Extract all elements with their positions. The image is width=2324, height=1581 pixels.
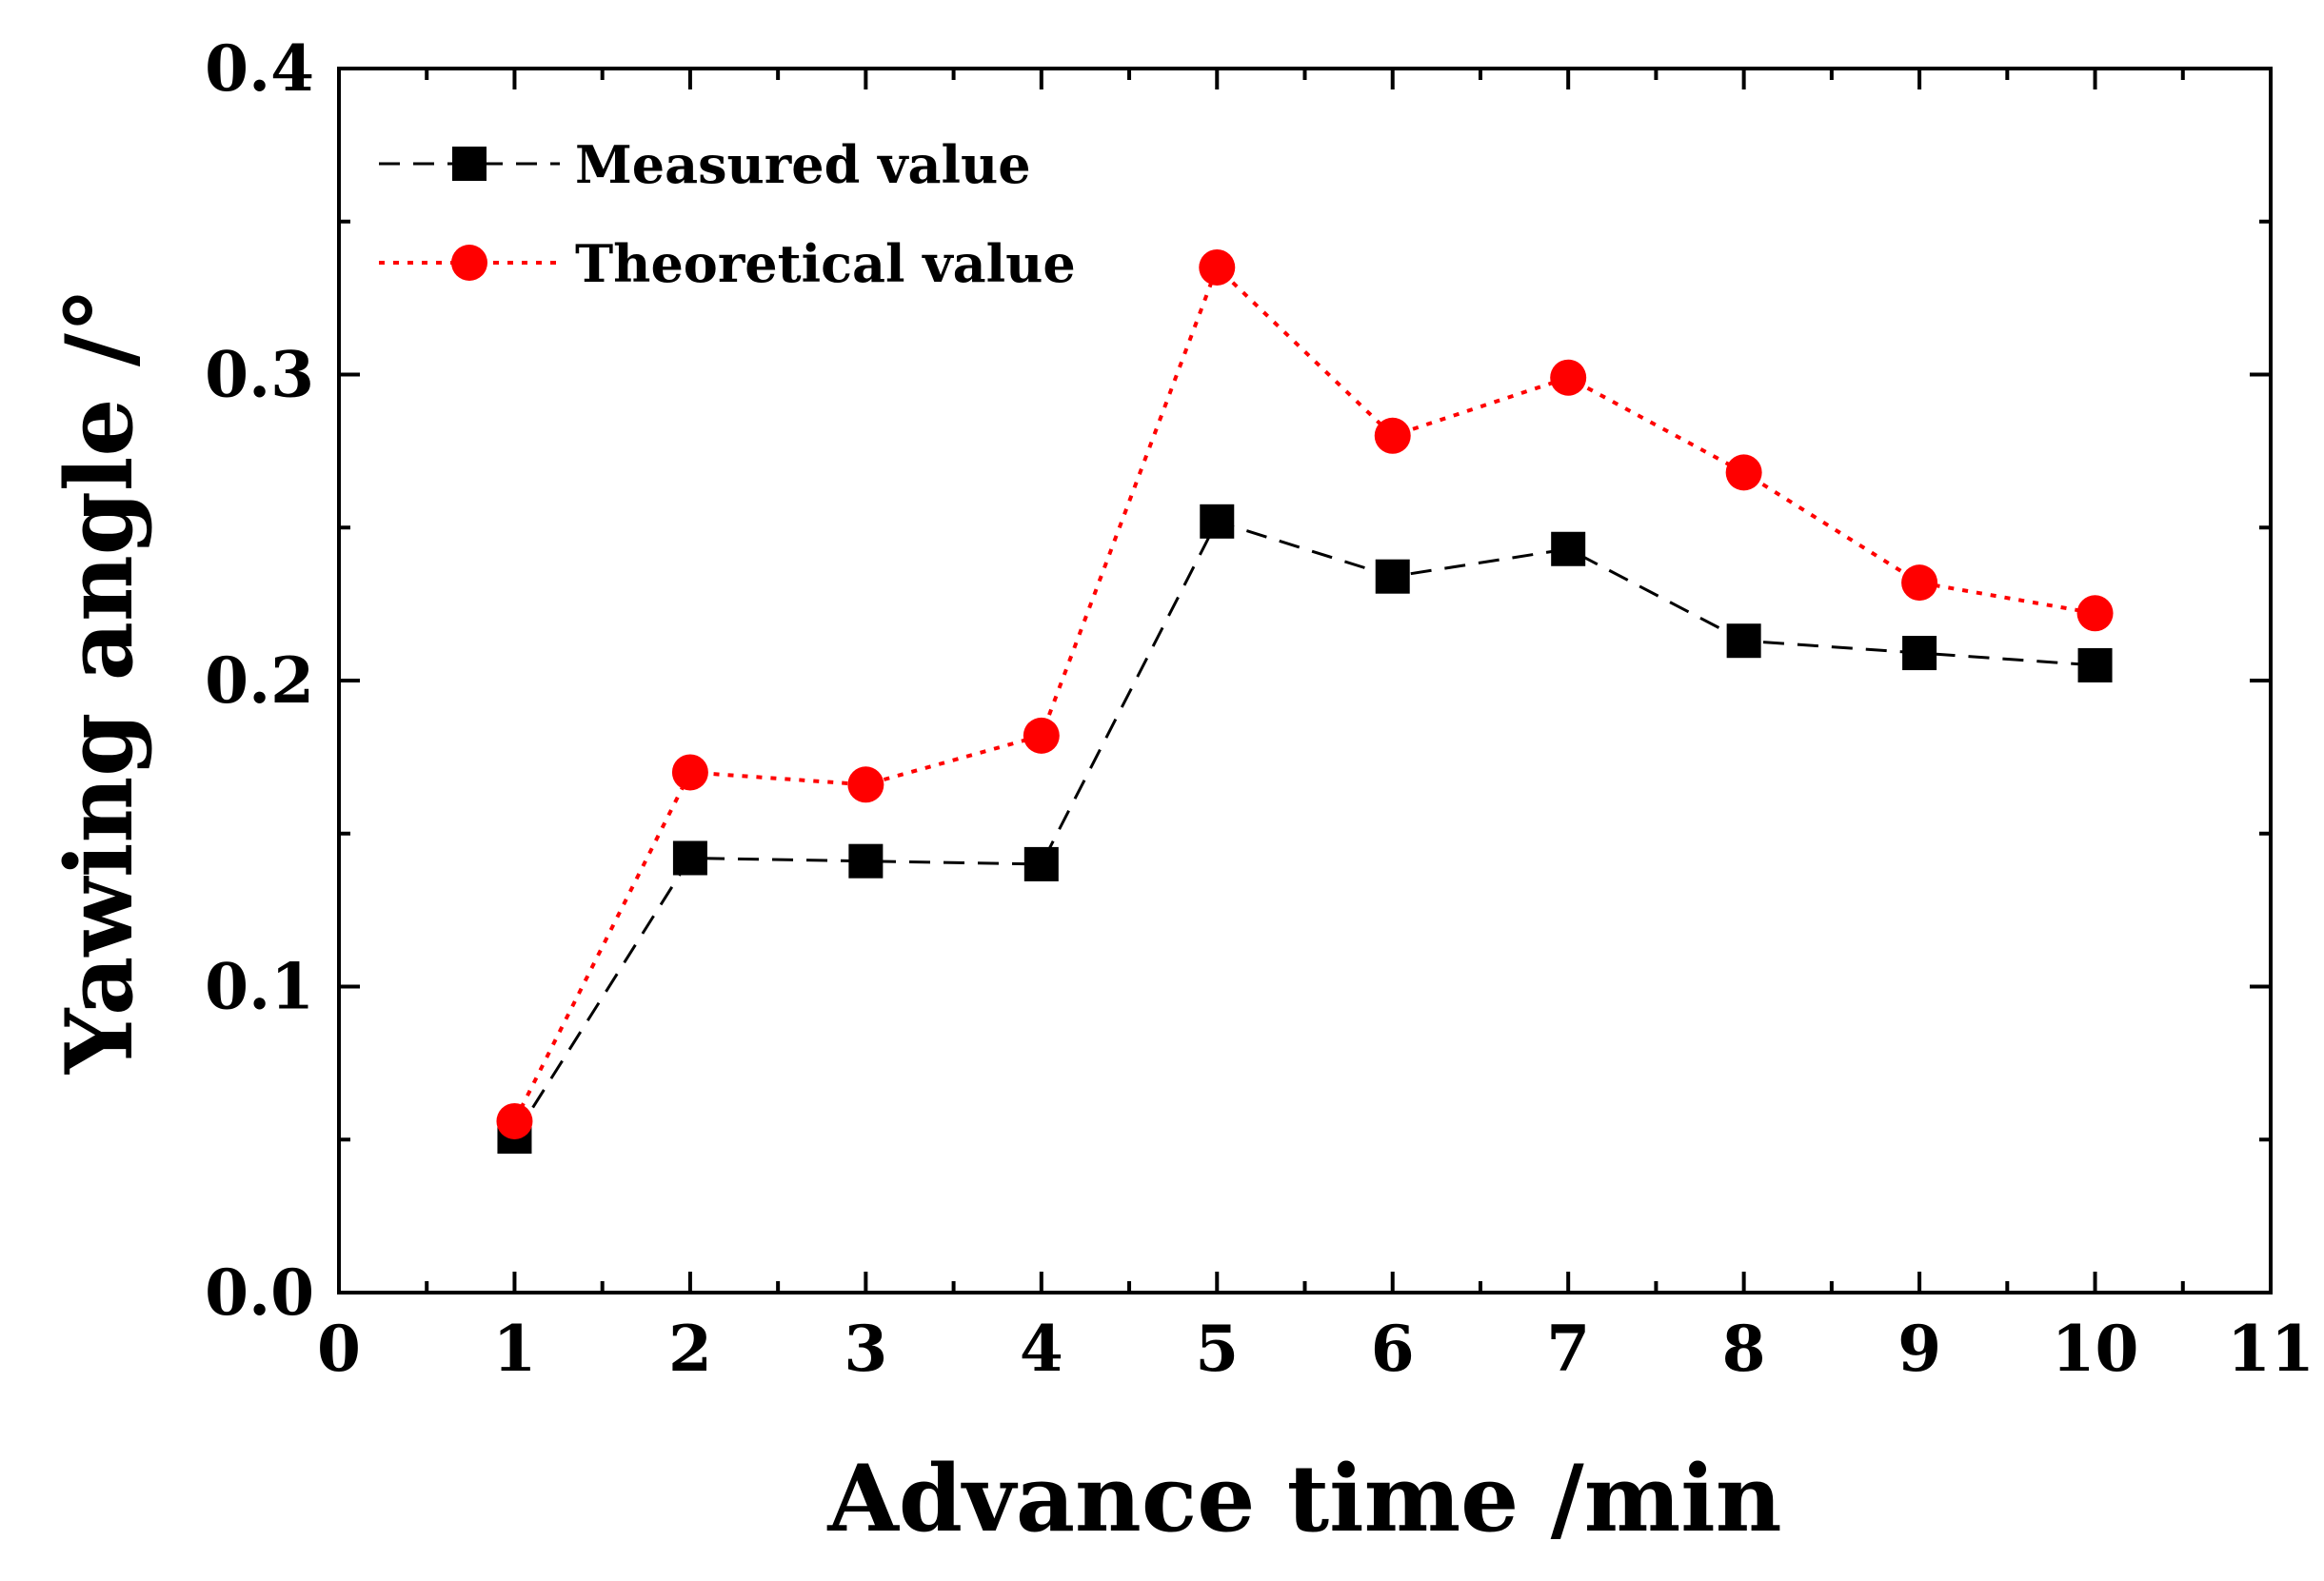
x-tick-label: 6 <box>1371 1312 1415 1386</box>
legend-theoretical-marker <box>451 245 487 281</box>
legend-measured-label: Measured value <box>575 134 1031 195</box>
legend-measured-marker <box>452 147 487 181</box>
theoretical-point <box>1374 417 1411 454</box>
x-tick-label: 4 <box>1020 1312 1063 1386</box>
series-layer <box>496 248 2114 1155</box>
theoretical-point <box>1023 717 1060 754</box>
x-axis-ticks: 0 1 2 3 4 5 6 7 8 9 10 11 <box>317 69 2314 1386</box>
theoretical-point <box>1550 359 1587 396</box>
x-tick-label: 7 <box>1546 1312 1590 1386</box>
theoretical-point <box>1725 454 1762 491</box>
measured-point <box>1551 531 1586 566</box>
legend-item-measured: Measured value <box>379 134 1031 195</box>
measured-point <box>1902 636 1937 671</box>
x-tick-label: 0 <box>317 1312 361 1386</box>
theoretical-point <box>847 766 884 803</box>
y-tick-label: 0.3 <box>205 338 314 412</box>
legend-theoretical-label: Theoretical value <box>575 233 1076 294</box>
theoretical-point <box>496 1102 533 1139</box>
x-tick-label: 5 <box>1195 1312 1239 1386</box>
theoretical-point <box>671 754 708 791</box>
y-tick-label: 0.4 <box>205 31 314 106</box>
y-tick-label: 0.1 <box>205 950 314 1024</box>
legend-item-theoretical: Theoretical value <box>379 233 1076 294</box>
measured-point <box>1200 504 1235 539</box>
y-axis-title: Yawing angle /° <box>46 287 153 1075</box>
measured-point <box>2077 647 2113 682</box>
x-tick-label: 9 <box>1897 1312 1941 1386</box>
y-tick-label: 0.0 <box>205 1255 314 1330</box>
measured-point <box>848 843 884 879</box>
y-axis-ticks: 0.0 0.1 0.2 0.3 0.4 <box>205 31 2271 1330</box>
measured-point <box>1726 623 1761 659</box>
x-tick-label: 8 <box>1722 1312 1766 1386</box>
y-tick-label: 0.2 <box>205 643 314 718</box>
measured-point <box>672 840 707 876</box>
measured-point <box>1375 559 1410 594</box>
x-tick-label: 11 <box>2227 1312 2314 1386</box>
legend: Measured value Theoretical value <box>379 134 1076 294</box>
theoretical-point <box>1199 248 1236 286</box>
x-tick-label: 1 <box>492 1312 536 1386</box>
x-tick-label: 2 <box>668 1312 712 1386</box>
x-axis-title: Advance time /min <box>826 1445 1781 1552</box>
theoretical-point <box>1901 564 1938 602</box>
x-tick-label: 10 <box>2052 1312 2139 1386</box>
x-tick-label: 3 <box>844 1312 887 1386</box>
series-line-measured <box>513 520 2096 1137</box>
measured-point <box>1023 846 1059 881</box>
theoretical-point <box>2076 595 2114 632</box>
